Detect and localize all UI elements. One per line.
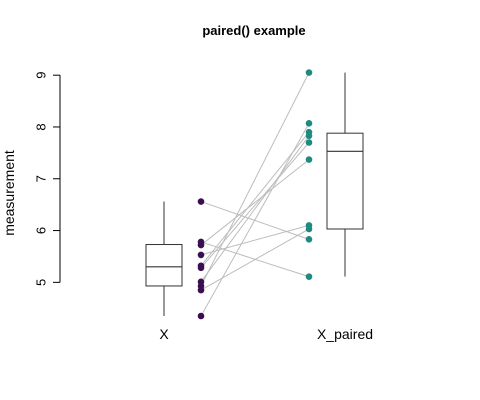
data-point [305, 120, 313, 127]
data-point [305, 139, 313, 146]
pair-line [200, 135, 310, 283]
y-tick-label: 8 [33, 123, 48, 130]
pair-line [200, 72, 310, 287]
boxplot-X_paired [326, 72, 364, 277]
data-point [305, 132, 313, 140]
data-point [305, 225, 313, 233]
pair-line [200, 241, 310, 278]
data-point [305, 273, 313, 280]
pair-lines [200, 72, 310, 317]
data-points [197, 69, 313, 320]
pair-line [200, 131, 310, 267]
x-category-label: X_paired [317, 326, 373, 342]
chart-title: paired() example [202, 23, 305, 38]
data-point [305, 236, 313, 243]
y-tick-label: 5 [33, 279, 48, 286]
pair-line [200, 201, 310, 240]
category-labels: X X_paired [159, 326, 373, 342]
y-tick-label: 9 [33, 72, 48, 79]
y-axis: 5 6 7 8 9 [33, 72, 61, 286]
y-tick-label: 6 [33, 227, 48, 234]
pair-line [200, 142, 310, 269]
boxplots [145, 72, 364, 316]
x-category-label: X [159, 326, 169, 342]
y-axis-label: measurement [1, 150, 17, 236]
y-tick-label: 7 [33, 175, 48, 182]
pair-line [200, 224, 310, 256]
data-point [197, 278, 205, 286]
data-point [197, 312, 205, 320]
data-point [197, 198, 205, 205]
boxplot-X [145, 201, 183, 316]
data-point [197, 264, 205, 272]
data-point [305, 69, 313, 76]
data-point [305, 156, 313, 163]
box [326, 132, 364, 230]
pair-line [200, 123, 310, 317]
data-point [197, 286, 205, 294]
box [145, 244, 183, 287]
data-point [197, 251, 205, 259]
pair-line [200, 159, 310, 246]
data-point [197, 238, 205, 246]
